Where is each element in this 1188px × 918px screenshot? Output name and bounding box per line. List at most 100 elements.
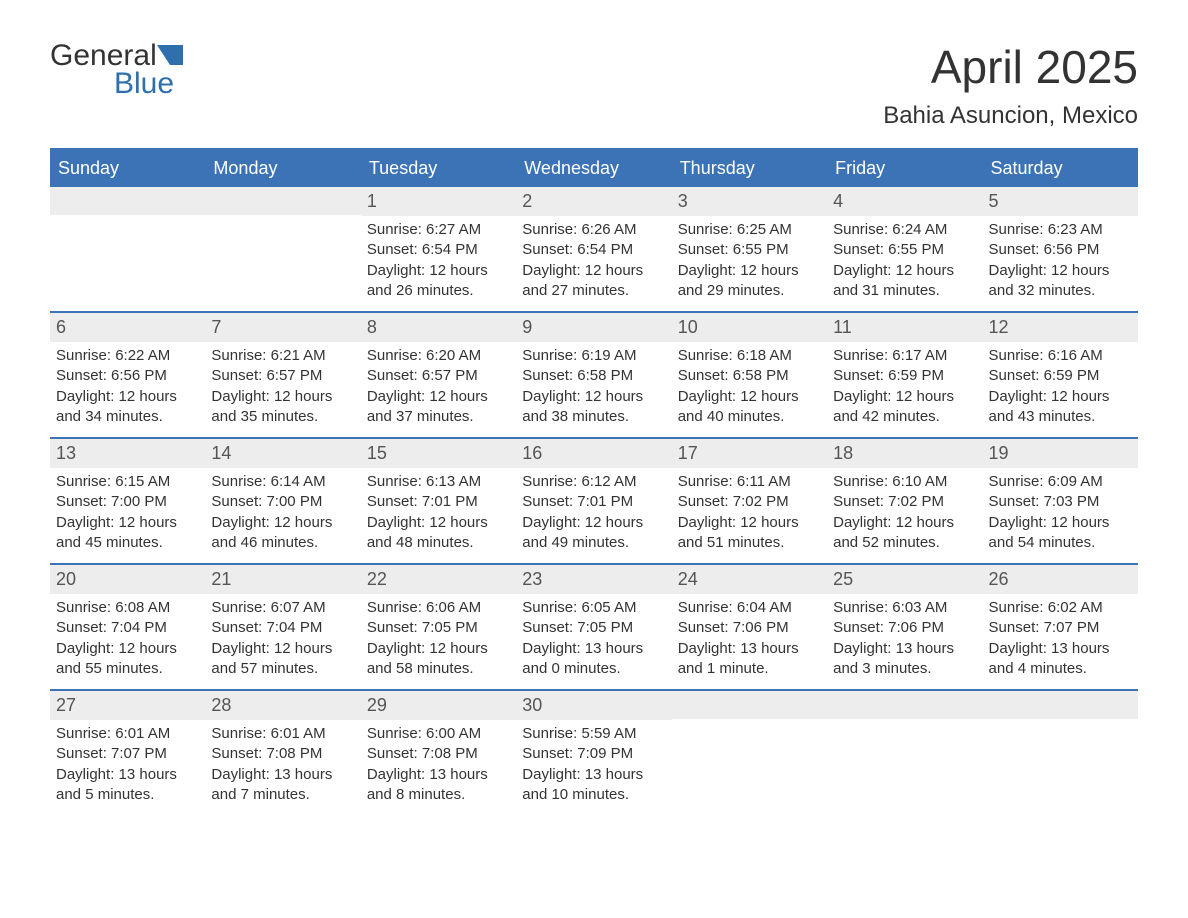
day-number: 5 [983, 187, 1138, 216]
day-number: 20 [50, 565, 205, 594]
daylight2-text: and 1 minute. [678, 659, 821, 679]
daylight1-text: Daylight: 12 hours [211, 513, 354, 533]
header: General Blue April 2025 Bahia Asuncion, … [50, 40, 1138, 130]
daylight1-text: Daylight: 12 hours [833, 387, 976, 407]
sunrise-text: Sunrise: 5:59 AM [522, 724, 665, 744]
weekday-label: Thursday [672, 150, 827, 187]
calendar-cell: 29Sunrise: 6:00 AMSunset: 7:08 PMDayligh… [361, 691, 516, 815]
day-body: Sunrise: 6:13 AMSunset: 7:01 PMDaylight:… [361, 468, 516, 563]
daylight2-text: and 48 minutes. [367, 533, 510, 553]
day-number: 2 [516, 187, 671, 216]
daylight2-text: and 32 minutes. [989, 281, 1132, 301]
sunset-text: Sunset: 6:55 PM [678, 240, 821, 260]
daylight2-text: and 54 minutes. [989, 533, 1132, 553]
day-body [827, 719, 982, 733]
calendar-cell: 11Sunrise: 6:17 AMSunset: 6:59 PMDayligh… [827, 313, 982, 437]
sunrise-text: Sunrise: 6:12 AM [522, 472, 665, 492]
calendar-cell [827, 691, 982, 815]
daylight2-text: and 7 minutes. [211, 785, 354, 805]
daylight1-text: Daylight: 12 hours [56, 513, 199, 533]
day-number: 6 [50, 313, 205, 342]
daylight1-text: Daylight: 12 hours [367, 639, 510, 659]
day-body: Sunrise: 6:23 AMSunset: 6:56 PMDaylight:… [983, 216, 1138, 311]
day-body: Sunrise: 6:21 AMSunset: 6:57 PMDaylight:… [205, 342, 360, 437]
daylight2-text: and 26 minutes. [367, 281, 510, 301]
calendar-cell: 27Sunrise: 6:01 AMSunset: 7:07 PMDayligh… [50, 691, 205, 815]
logo-text-blue: Blue [50, 68, 187, 100]
day-number: 23 [516, 565, 671, 594]
daylight2-text: and 45 minutes. [56, 533, 199, 553]
daylight2-text: and 5 minutes. [56, 785, 199, 805]
day-body: Sunrise: 6:11 AMSunset: 7:02 PMDaylight:… [672, 468, 827, 563]
calendar-cell: 6Sunrise: 6:22 AMSunset: 6:56 PMDaylight… [50, 313, 205, 437]
sunrise-text: Sunrise: 6:23 AM [989, 220, 1132, 240]
daylight2-text: and 8 minutes. [367, 785, 510, 805]
day-number: 28 [205, 691, 360, 720]
day-number: 1 [361, 187, 516, 216]
daylight2-text: and 37 minutes. [367, 407, 510, 427]
daylight2-text: and 51 minutes. [678, 533, 821, 553]
day-body: Sunrise: 6:15 AMSunset: 7:00 PMDaylight:… [50, 468, 205, 563]
daylight1-text: Daylight: 12 hours [522, 261, 665, 281]
daylight1-text: Daylight: 12 hours [367, 261, 510, 281]
sunrise-text: Sunrise: 6:00 AM [367, 724, 510, 744]
sunrise-text: Sunrise: 6:08 AM [56, 598, 199, 618]
daylight2-text: and 52 minutes. [833, 533, 976, 553]
calendar-cell: 15Sunrise: 6:13 AMSunset: 7:01 PMDayligh… [361, 439, 516, 563]
sunset-text: Sunset: 7:05 PM [522, 618, 665, 638]
daylight2-text: and 29 minutes. [678, 281, 821, 301]
day-body: Sunrise: 6:08 AMSunset: 7:04 PMDaylight:… [50, 594, 205, 689]
sunrise-text: Sunrise: 6:24 AM [833, 220, 976, 240]
sunset-text: Sunset: 7:01 PM [522, 492, 665, 512]
calendar-week: 27Sunrise: 6:01 AMSunset: 7:07 PMDayligh… [50, 689, 1138, 815]
day-body [983, 719, 1138, 733]
day-number: 8 [361, 313, 516, 342]
day-body: Sunrise: 6:06 AMSunset: 7:05 PMDaylight:… [361, 594, 516, 689]
sunset-text: Sunset: 7:00 PM [56, 492, 199, 512]
daylight2-text: and 49 minutes. [522, 533, 665, 553]
day-body: Sunrise: 6:05 AMSunset: 7:05 PMDaylight:… [516, 594, 671, 689]
sunrise-text: Sunrise: 6:03 AM [833, 598, 976, 618]
day-body: Sunrise: 6:10 AMSunset: 7:02 PMDaylight:… [827, 468, 982, 563]
daylight2-text: and 58 minutes. [367, 659, 510, 679]
day-number: 22 [361, 565, 516, 594]
day-body: Sunrise: 6:19 AMSunset: 6:58 PMDaylight:… [516, 342, 671, 437]
day-body: Sunrise: 6:16 AMSunset: 6:59 PMDaylight:… [983, 342, 1138, 437]
daylight1-text: Daylight: 13 hours [56, 765, 199, 785]
weekday-label: Saturday [983, 150, 1138, 187]
day-body: Sunrise: 6:20 AMSunset: 6:57 PMDaylight:… [361, 342, 516, 437]
day-number: 30 [516, 691, 671, 720]
day-body [672, 719, 827, 733]
daylight1-text: Daylight: 12 hours [678, 513, 821, 533]
day-number: 3 [672, 187, 827, 216]
calendar-week: 6Sunrise: 6:22 AMSunset: 6:56 PMDaylight… [50, 311, 1138, 437]
sunrise-text: Sunrise: 6:19 AM [522, 346, 665, 366]
sunrise-text: Sunrise: 6:04 AM [678, 598, 821, 618]
sunrise-text: Sunrise: 6:22 AM [56, 346, 199, 366]
sunset-text: Sunset: 6:58 PM [522, 366, 665, 386]
day-body: Sunrise: 6:18 AMSunset: 6:58 PMDaylight:… [672, 342, 827, 437]
daylight1-text: Daylight: 13 hours [367, 765, 510, 785]
day-number: 26 [983, 565, 1138, 594]
sunrise-text: Sunrise: 6:11 AM [678, 472, 821, 492]
calendar-cell: 8Sunrise: 6:20 AMSunset: 6:57 PMDaylight… [361, 313, 516, 437]
daylight2-text: and 38 minutes. [522, 407, 665, 427]
sunset-text: Sunset: 7:03 PM [989, 492, 1132, 512]
daylight2-text: and 57 minutes. [211, 659, 354, 679]
daylight2-text: and 40 minutes. [678, 407, 821, 427]
sunset-text: Sunset: 7:07 PM [56, 744, 199, 764]
daylight1-text: Daylight: 12 hours [989, 387, 1132, 407]
daylight1-text: Daylight: 12 hours [367, 513, 510, 533]
weeks-container: 1Sunrise: 6:27 AMSunset: 6:54 PMDaylight… [50, 187, 1138, 815]
sunset-text: Sunset: 6:55 PM [833, 240, 976, 260]
daylight2-text: and 0 minutes. [522, 659, 665, 679]
daylight1-text: Daylight: 13 hours [522, 639, 665, 659]
daylight2-text: and 46 minutes. [211, 533, 354, 553]
day-body: Sunrise: 6:02 AMSunset: 7:07 PMDaylight:… [983, 594, 1138, 689]
day-body: Sunrise: 6:07 AMSunset: 7:04 PMDaylight:… [205, 594, 360, 689]
daylight1-text: Daylight: 12 hours [522, 387, 665, 407]
calendar-cell: 10Sunrise: 6:18 AMSunset: 6:58 PMDayligh… [672, 313, 827, 437]
daylight1-text: Daylight: 12 hours [56, 387, 199, 407]
sunset-text: Sunset: 7:04 PM [56, 618, 199, 638]
daylight2-text: and 4 minutes. [989, 659, 1132, 679]
